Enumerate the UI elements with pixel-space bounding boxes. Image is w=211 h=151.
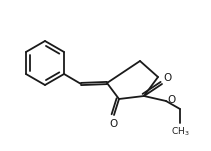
Text: CH$_3$: CH$_3$ <box>171 126 189 138</box>
Text: O: O <box>163 73 171 83</box>
Text: O: O <box>167 95 175 105</box>
Text: O: O <box>109 119 117 129</box>
